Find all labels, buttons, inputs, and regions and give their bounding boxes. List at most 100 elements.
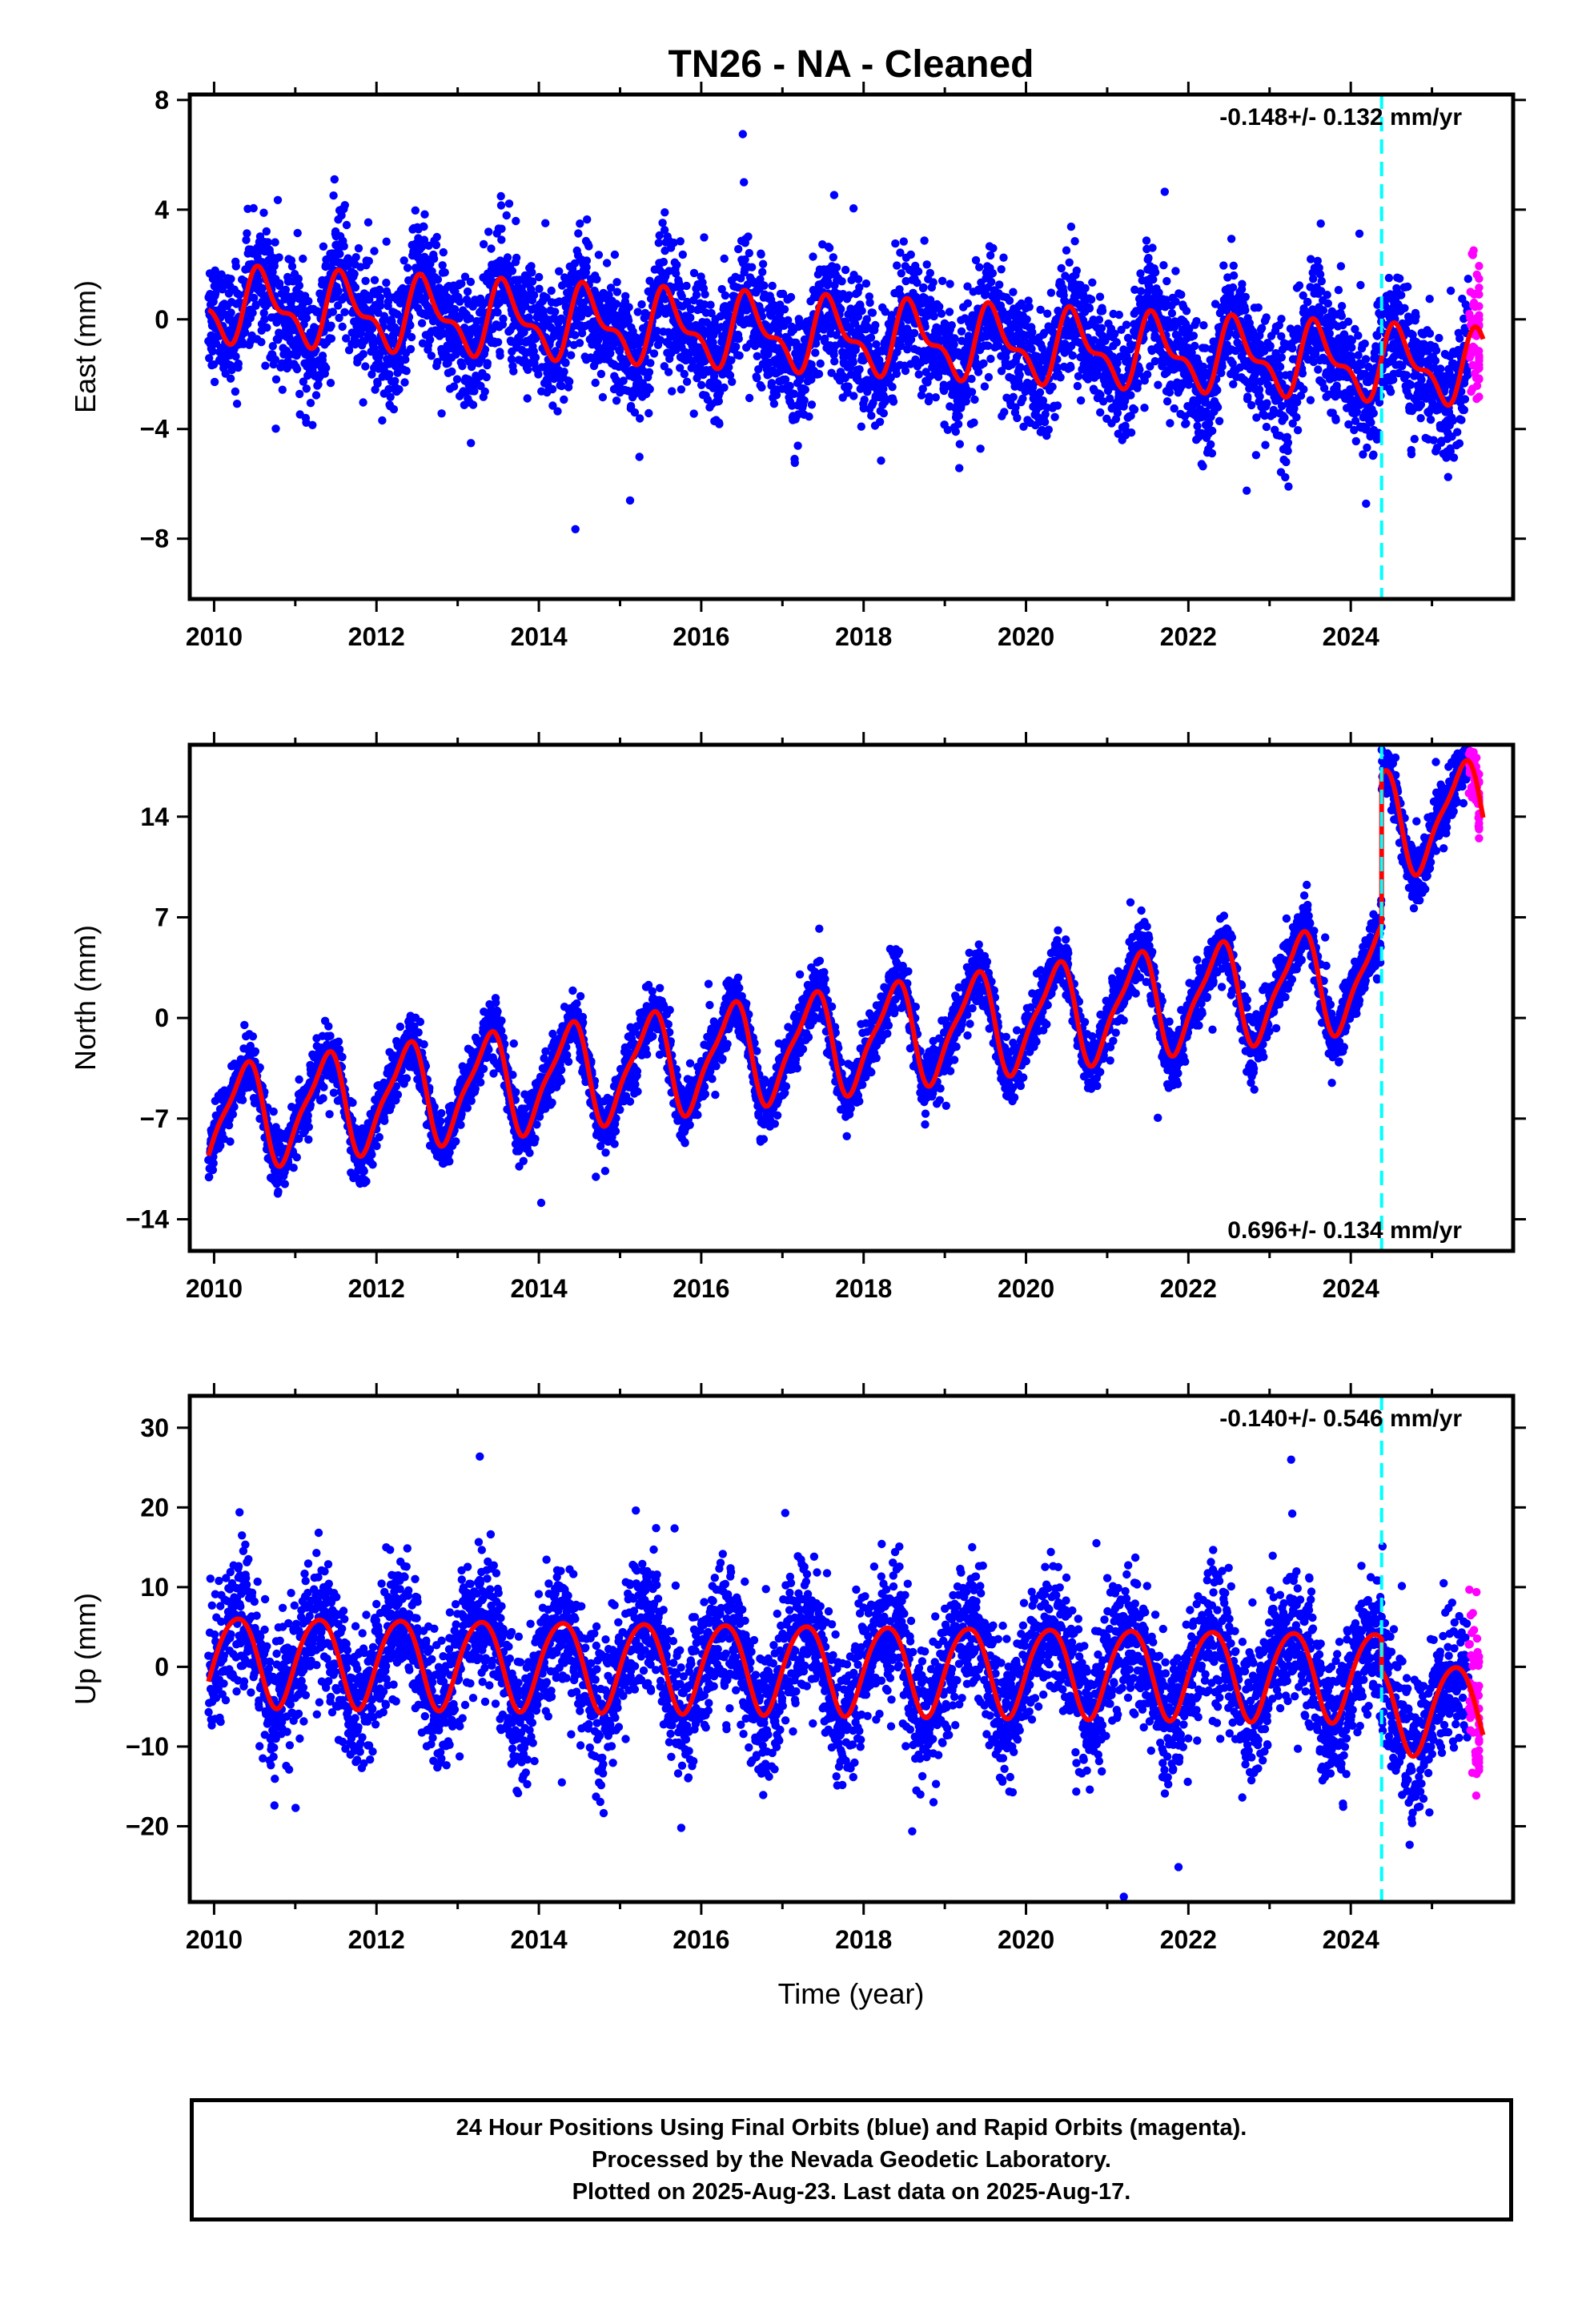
data-point	[830, 357, 839, 366]
data-point	[524, 365, 532, 374]
data-point	[1229, 380, 1238, 388]
data-point	[881, 308, 890, 316]
data-point	[1074, 372, 1083, 380]
data-point	[1154, 288, 1163, 297]
data-point	[793, 410, 803, 419]
data-point	[1165, 388, 1174, 397]
data-point	[1136, 287, 1146, 296]
data-point	[677, 385, 686, 394]
data-point	[954, 412, 963, 420]
data-point	[896, 248, 905, 257]
data-point	[1146, 362, 1154, 371]
data-point	[1309, 275, 1318, 283]
data-point	[1076, 396, 1086, 405]
data-point	[612, 287, 622, 296]
data-point	[967, 388, 977, 396]
data-point	[734, 334, 743, 344]
data-point	[582, 263, 591, 271]
data-point	[329, 191, 338, 200]
data-point	[1036, 305, 1045, 314]
data-point	[757, 383, 766, 392]
data-point	[368, 324, 377, 333]
data-point	[947, 321, 957, 330]
data-point	[571, 331, 580, 340]
data-point	[1343, 317, 1353, 326]
data-point	[1243, 486, 1251, 495]
data-point	[268, 342, 277, 351]
data-point	[512, 253, 521, 263]
data-point	[901, 276, 910, 286]
data-point	[1182, 419, 1191, 428]
data-point	[967, 374, 976, 384]
data-point	[438, 261, 447, 270]
data-point	[1142, 370, 1152, 379]
data-point	[231, 387, 240, 396]
data-point	[1229, 261, 1239, 270]
data-point	[1369, 408, 1379, 418]
data-point	[1299, 291, 1307, 300]
data-point	[363, 218, 373, 227]
data-point	[497, 224, 506, 233]
data-point	[1363, 443, 1371, 452]
data-point	[612, 396, 621, 405]
data-point	[560, 395, 568, 404]
data-point	[645, 384, 654, 394]
data-point	[1295, 281, 1304, 290]
data-point	[845, 291, 853, 300]
data-point	[547, 324, 556, 332]
data-point	[1215, 416, 1224, 425]
data-point	[1323, 291, 1331, 300]
data-point	[624, 303, 633, 312]
data-point	[1199, 462, 1207, 471]
data-point	[957, 327, 966, 336]
data-point	[1057, 263, 1066, 273]
data-point	[621, 292, 630, 300]
data-point	[1293, 398, 1302, 407]
data-point	[654, 239, 663, 247]
data-point	[1095, 292, 1105, 301]
data-point	[861, 279, 871, 288]
data-point	[939, 386, 949, 396]
data-point	[1372, 435, 1382, 444]
data-point	[891, 239, 900, 248]
data-point	[259, 208, 268, 217]
data-point	[383, 290, 392, 299]
data-point	[1044, 425, 1054, 434]
data-point	[1228, 283, 1238, 292]
data-point	[1081, 283, 1090, 293]
data-point	[1085, 304, 1094, 313]
data-point	[1315, 270, 1325, 279]
data-point	[837, 304, 845, 314]
data-point	[1106, 394, 1114, 403]
data-point	[1386, 388, 1395, 396]
data-point	[1271, 348, 1280, 358]
data-point	[979, 359, 988, 368]
data-point	[1243, 392, 1252, 401]
data-point	[1130, 405, 1139, 414]
data-point	[1167, 309, 1177, 318]
data-point	[1235, 363, 1245, 372]
data-point	[841, 265, 850, 275]
data-point	[660, 362, 669, 371]
data-point	[664, 368, 673, 376]
data-point	[720, 254, 729, 263]
data-point	[1207, 448, 1217, 458]
data-point	[970, 418, 978, 427]
data-point	[260, 315, 269, 324]
data-point	[1238, 279, 1247, 288]
data-point	[1251, 451, 1261, 460]
data-point	[334, 301, 343, 310]
data-point	[1114, 429, 1122, 438]
data-point	[640, 308, 650, 318]
data-point	[867, 411, 876, 420]
data-point	[1013, 413, 1022, 423]
data-point	[240, 328, 250, 337]
data-point	[547, 286, 556, 296]
data-point	[709, 338, 717, 347]
data-point	[1306, 283, 1315, 292]
data-point	[1229, 271, 1239, 280]
data-point	[849, 358, 858, 367]
data-point	[1384, 273, 1394, 283]
data-point	[625, 496, 635, 505]
